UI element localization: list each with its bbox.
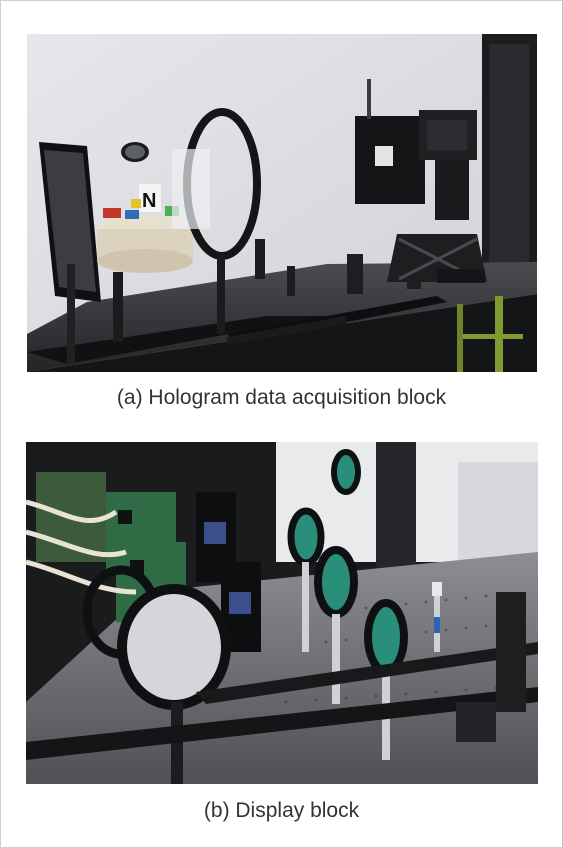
caption-b: (b) Display block xyxy=(203,799,360,822)
display-block-photo xyxy=(26,442,538,784)
caption-a: (a) Hologram data acquisition block xyxy=(116,386,447,409)
svg-text:N: N xyxy=(142,190,156,212)
hologram-acquisition-photo: N xyxy=(27,34,537,372)
